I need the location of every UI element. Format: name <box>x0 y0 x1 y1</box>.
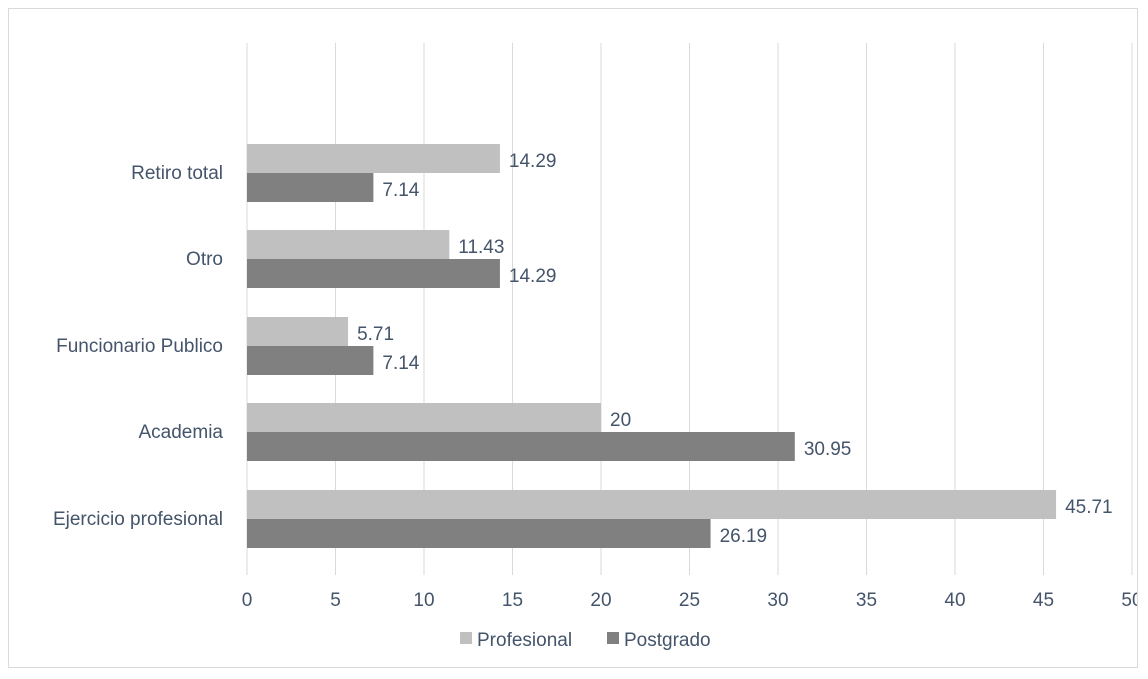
legend-label: Profesional <box>477 630 572 651</box>
x-tick-label: 5 <box>330 590 341 611</box>
bar <box>247 432 795 461</box>
data-label: 26.19 <box>720 526 768 547</box>
category-label: Academia <box>139 422 224 443</box>
x-tick-label: 25 <box>679 590 700 611</box>
bar <box>247 490 1057 519</box>
category-labels: Retiro total Otro Funcionario Publico Acade… <box>53 163 223 530</box>
data-label: 7.14 <box>382 180 419 201</box>
data-label: 20 <box>610 410 631 431</box>
x-tick-label: 50 <box>1121 590 1137 611</box>
x-tick-labels: 0 5 10 15 20 25 30 35 40 45 50 <box>242 590 1143 611</box>
x-tick-label: 35 <box>856 590 877 611</box>
category-label: Otro <box>186 249 223 270</box>
category-label: Funcionario Publico <box>56 336 223 357</box>
data-label: 45.71 <box>1065 497 1113 518</box>
data-label: 30.95 <box>804 439 852 460</box>
x-tick-label: 20 <box>590 590 611 611</box>
x-tick-label: 15 <box>502 590 523 611</box>
data-labels: 14.297.1411.4314.295.717.142030.9545.712… <box>357 151 1113 547</box>
bar <box>247 403 601 432</box>
legend: Profesional Postgrado <box>460 630 711 651</box>
bar <box>247 144 500 173</box>
data-label: 7.14 <box>382 353 419 374</box>
bar-chart: 14.297.1411.4314.295.717.142030.9545.712… <box>53 43 1143 651</box>
data-label: 11.43 <box>458 237 504 258</box>
bar <box>247 346 374 375</box>
bar <box>247 259 500 288</box>
bar <box>247 173 374 202</box>
x-tick-label: 30 <box>767 590 788 611</box>
data-label: 14.29 <box>509 151 557 172</box>
x-tick-label: 10 <box>413 590 434 611</box>
category-label: Retiro total <box>131 163 223 184</box>
data-label: 14.29 <box>509 266 557 287</box>
legend-label: Postgrado <box>624 630 711 651</box>
bar <box>247 230 450 259</box>
bars <box>247 144 1057 548</box>
category-label: Ejercicio profesional <box>53 509 223 530</box>
x-tick-label: 40 <box>944 590 965 611</box>
gridlines <box>246 43 1133 575</box>
x-tick-label: 0 <box>242 590 253 611</box>
bar <box>247 317 349 346</box>
legend-swatch <box>607 632 619 644</box>
legend-swatch <box>460 632 472 644</box>
chart-frame: 14.29 7.14 11.43 14.29 5.71 7.14 20 30.95 45.71 2… <box>8 8 1143 668</box>
bar <box>247 519 711 548</box>
data-label: 5.71 <box>357 324 394 345</box>
x-tick-label: 45 <box>1033 590 1054 611</box>
